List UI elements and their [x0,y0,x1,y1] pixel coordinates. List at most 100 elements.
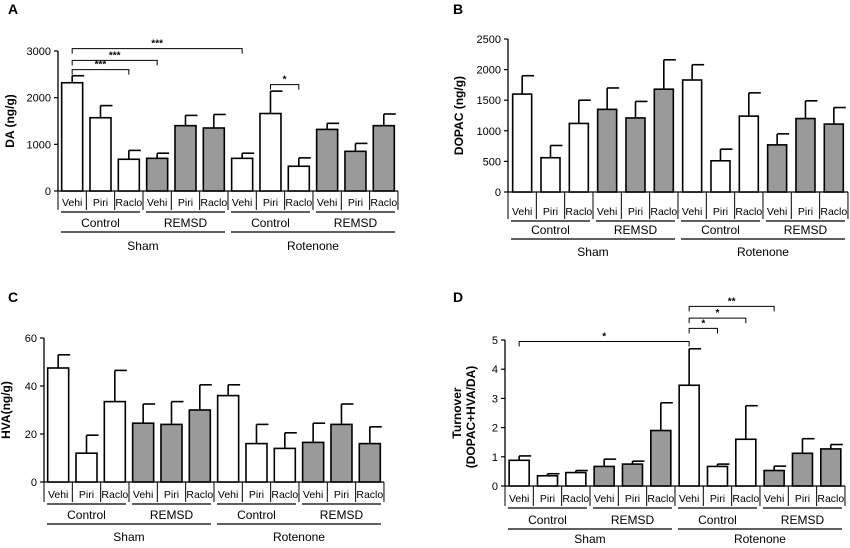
bar [230,157,254,192]
x-category-label: Vehi [48,489,68,501]
y-axis-label: DA (ng/g) [3,94,17,148]
x-category-label: Raclo [200,197,227,209]
bar [596,108,618,193]
y-tick-label: 2500 [477,34,501,46]
subgroup-label: Control [81,216,120,230]
x-category-label: Raclo [356,489,383,501]
x-category-label: Piri [710,493,725,505]
significance-label: * [701,318,705,329]
significance-label: *** [95,60,107,71]
bar [536,474,559,487]
x-category-label: Piri [263,197,278,209]
y-tick-label: 2 [492,423,498,435]
bar [259,112,282,192]
bar [819,448,842,487]
x-category-label: Vehi [764,493,784,505]
y-tick-label: 5 [492,335,498,347]
y-tick-label: 0 [31,477,37,489]
bar [735,438,757,487]
x-category-label: Vehi [509,493,529,505]
y-tick-label: 2000 [27,93,51,105]
group-label: Rotenone [287,239,339,253]
panel-label-d: D [453,289,463,305]
x-category-label: Vehi [317,197,337,209]
x-category-label: Vehi [147,197,167,209]
significance-bracket [518,340,690,347]
bar [678,384,700,487]
y-tick-label: 0 [495,187,501,199]
significance-bracket [71,48,243,54]
significance-bracket [71,59,158,66]
bar [706,465,729,487]
y-axis-label: DOPAC (ng/g) [452,76,466,155]
panel-label-a: A [8,1,18,17]
significance-label: * [602,331,606,342]
y-tick-label: 1000 [477,126,501,138]
subgroup-label: Control [67,508,106,522]
y-tick-label: 1000 [27,139,51,151]
subgroup-label: Control [528,513,567,527]
bar [710,159,731,193]
subgroup-label: REMSD [614,223,658,237]
y-tick-label: 500 [483,156,501,168]
panel-b: B 0 500 1000 1500 2000 2500 DOPAC (ng/g) Vehi Pi… [452,1,849,259]
y-tick-label: 20 [25,429,37,441]
x-category-label: Raclo [271,489,298,501]
bar [75,452,98,483]
x-category-label: Raclo [562,493,589,505]
x-category-label: Piri [628,206,643,218]
x-category-label: Raclo [650,206,677,218]
bar [103,400,127,483]
bar [216,394,240,483]
x-category-label: Raclo [820,206,847,218]
x-category-label: Raclo [370,197,397,209]
significance-label: * [283,75,287,86]
subgroup-label: REMSD [320,508,364,522]
bar [46,367,70,483]
bar [372,124,396,192]
bar [89,116,112,192]
significance-bracket [269,84,300,90]
y-tick-label: 40 [25,381,37,393]
y-tick-label: 3 [492,393,498,405]
x-category-label: Vehi [594,493,614,505]
bar [625,117,646,193]
x-category-label: Vehi [767,206,787,218]
subgroup-label: Control [698,513,737,527]
bar [358,442,382,483]
subgroup-label: Control [531,223,570,237]
bar [763,469,785,487]
subgroup-label: REMSD [150,508,194,522]
bar [188,409,212,483]
bar [795,117,816,193]
x-category-label: Raclo [101,489,128,501]
bar [245,442,268,483]
group-label: Rotenone [737,245,789,259]
y-tick-label: 3000 [27,46,51,58]
bar [330,423,353,483]
bar [511,93,533,193]
group-label: Sham [113,530,144,544]
significance-label: ** [728,296,736,307]
bar [344,150,367,192]
x-category-label: Vehi [682,206,702,218]
x-category-label: Vehi [597,206,617,218]
significance-bracket [71,69,130,75]
y-tick-label: 60 [25,333,37,345]
significance-label: * [716,308,720,319]
bar [160,423,183,483]
significance-bracket [688,317,747,324]
x-category-label: Vehi [679,493,699,505]
x-category-label: Vehi [303,489,323,501]
subgroup-label: REMSD [784,223,828,237]
bar [823,123,845,193]
panel-label-c: C [8,289,18,305]
x-category-label: Raclo [732,493,759,505]
bar [766,144,788,193]
y-axis-label: HVA(ng/g) [0,381,13,439]
y-tick-label: 0 [45,186,51,198]
x-category-label: Piri [795,493,810,505]
x-category-label: Raclo [115,197,142,209]
x-category-label: Piri [93,197,108,209]
y-tick-label: 1500 [477,95,501,107]
